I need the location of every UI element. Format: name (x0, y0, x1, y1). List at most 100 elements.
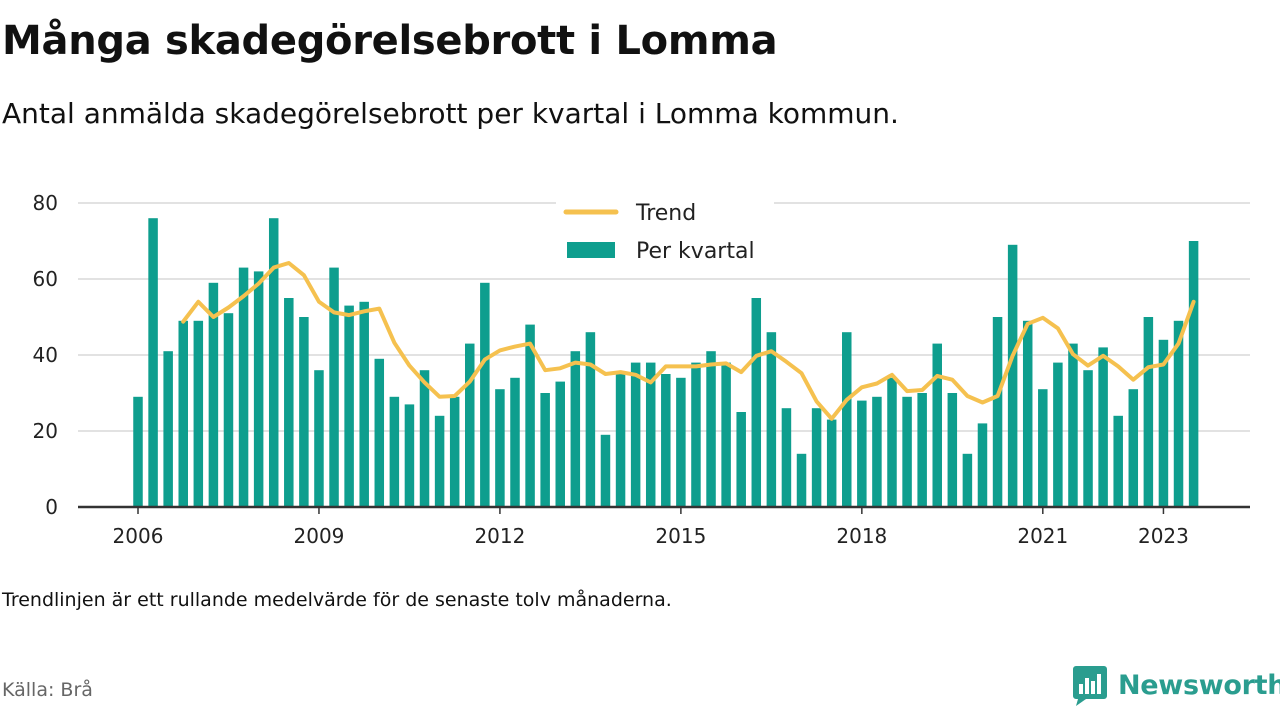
quarterly-crime-chart: 0 20 40 60 80 2006 2009 2012 2015 2018 2021 2023 T… (33, 191, 1250, 548)
bar (887, 377, 897, 507)
bar (359, 301, 369, 507)
bar (480, 282, 490, 507)
legend: Trend Per kvartal (556, 196, 774, 272)
brand-logo[interactable]: Newsworthy (1072, 664, 1280, 706)
bar (1188, 241, 1199, 507)
bar (630, 362, 641, 507)
bar (811, 408, 822, 507)
legend-trend-label: Trend (635, 201, 696, 226)
bar (299, 317, 309, 507)
y-tick-label: 80 (33, 191, 58, 215)
legend-bar-swatch (567, 242, 615, 258)
bar (842, 332, 852, 507)
bar (796, 453, 807, 507)
bar (1113, 415, 1123, 507)
bar (419, 370, 430, 507)
bar (525, 324, 535, 507)
x-tick-label: 2018 (836, 524, 887, 548)
bar (495, 389, 505, 507)
y-tick-label: 60 (33, 267, 58, 291)
bar (344, 305, 354, 507)
bar (465, 343, 475, 507)
bar (826, 419, 837, 507)
bar (902, 396, 912, 507)
bar (284, 298, 294, 507)
bar (992, 317, 1003, 507)
bar (1143, 317, 1154, 507)
source-label: Källa: Brå (2, 679, 93, 701)
bar (238, 267, 249, 507)
bar (193, 320, 204, 507)
bar (434, 415, 445, 507)
bar (1158, 339, 1169, 507)
bar (1022, 320, 1033, 507)
bar (1053, 362, 1063, 507)
y-tick-label: 40 (33, 343, 58, 367)
bar (1128, 389, 1139, 507)
bar (600, 434, 611, 507)
bar (645, 362, 656, 507)
bar (1098, 347, 1108, 507)
bar (721, 362, 731, 507)
page-subtitle: Antal anmälda skadegörelsebrott per kvar… (2, 97, 899, 130)
brand-name: Newsworthy (1118, 669, 1280, 701)
bar (223, 313, 234, 507)
bar (615, 374, 626, 507)
bar (1173, 320, 1184, 507)
bar (253, 271, 264, 507)
bar (1007, 244, 1018, 508)
bar (932, 343, 942, 507)
bar (962, 453, 973, 507)
bar (1068, 343, 1078, 507)
bar (540, 393, 550, 507)
x-tick-label: 2021 (1017, 524, 1068, 548)
bar (148, 218, 158, 507)
bar (404, 404, 415, 507)
trend-line (181, 261, 1196, 421)
x-tick-label: 2006 (113, 524, 164, 548)
bar (691, 362, 701, 507)
bar (585, 332, 596, 507)
bar (163, 351, 173, 507)
page-title: Många skadegörelsebrott i Lomma (2, 18, 778, 64)
x-tick-label: 2009 (294, 524, 345, 548)
bar (766, 332, 777, 507)
bar (389, 396, 400, 507)
bar (751, 298, 762, 507)
bar (1038, 389, 1048, 507)
x-tick-label: 2012 (474, 524, 525, 548)
bar (314, 370, 324, 507)
bar (917, 393, 927, 507)
bar (736, 412, 746, 507)
bar (872, 396, 882, 507)
bar (570, 351, 581, 507)
x-axis-ticks: 2006 2009 2012 2015 2018 2021 2023 (113, 507, 1189, 548)
bar (947, 393, 958, 507)
newsworthy-logo-icon (1073, 666, 1107, 706)
bar (374, 358, 385, 507)
bars-per-kvartal (133, 218, 1199, 508)
bar (329, 267, 339, 507)
chart-note: Trendlinjen är ett rullande medelvärde f… (2, 589, 672, 611)
bar (133, 396, 143, 507)
bar (208, 282, 219, 507)
bar (781, 408, 792, 507)
bar (676, 377, 686, 507)
bar (857, 400, 867, 507)
bar (706, 351, 716, 507)
bar (977, 423, 988, 507)
bar (661, 374, 671, 507)
bar (510, 377, 520, 507)
bar (449, 396, 460, 507)
bar (1083, 370, 1093, 507)
y-tick-label: 20 (33, 419, 58, 443)
y-axis-ticks: 0 20 40 60 80 (33, 191, 58, 519)
x-tick-label: 2023 (1138, 524, 1189, 548)
legend-background (556, 196, 774, 272)
legend-bar-label: Per kvartal (636, 239, 755, 264)
bar (268, 218, 279, 507)
bar (178, 320, 188, 507)
y-tick-label: 0 (45, 495, 58, 519)
x-tick-label: 2015 (655, 524, 706, 548)
bar (555, 381, 565, 507)
